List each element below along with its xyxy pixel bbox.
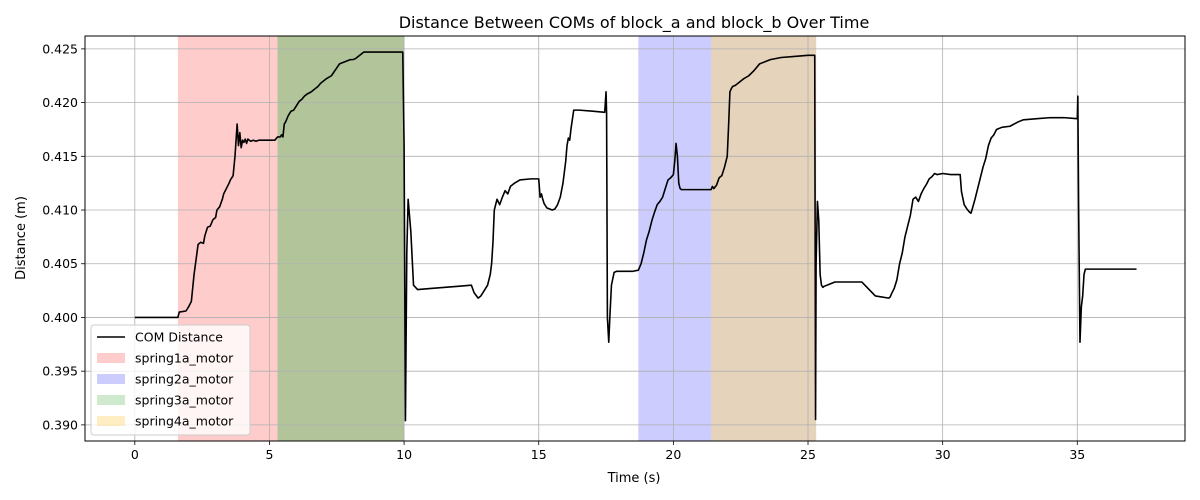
legend-label-spring3a_motor: spring3a_motor xyxy=(135,393,234,408)
legend-label-spring4a_motor: spring4a_motor xyxy=(135,414,234,429)
chart-title: Distance Between COMs of block_a and blo… xyxy=(399,13,870,33)
legend-swatch-spring4a_motor xyxy=(97,416,125,426)
x-tick-label-2: 10 xyxy=(396,447,412,462)
legend-frame xyxy=(90,324,251,436)
x-axis: 0 5 10 15 20 25 30 35 xyxy=(131,441,1085,462)
y-tick-label-3: 0.405 xyxy=(42,256,78,271)
x-tick-label-6: 30 xyxy=(935,447,951,462)
x-tick-label-1: 5 xyxy=(265,447,273,462)
y-axis-label: Distance (m) xyxy=(14,196,29,280)
x-tick-label-7: 35 xyxy=(1069,447,1085,462)
legend: COM Distance spring1a_motor spring2a_motor… xyxy=(90,324,251,436)
span-spring3a_motor-0 xyxy=(277,36,405,441)
shaded-regions xyxy=(177,36,817,441)
legend-swatch-spring1a_motor xyxy=(97,353,125,363)
y-tick-label-4: 0.410 xyxy=(42,203,78,218)
span-spring4a_motor-0 xyxy=(711,36,817,441)
x-axis-label: Time (s) xyxy=(607,471,661,486)
plot-frame xyxy=(84,35,1186,442)
y-tick-label-7: 0.425 xyxy=(42,41,78,56)
legend-label-spring2a_motor: spring2a_motor xyxy=(135,372,234,387)
series-line-0 xyxy=(134,51,1137,422)
y-tick-label-6: 0.420 xyxy=(42,95,78,110)
grid xyxy=(85,36,1185,441)
y-tick-label-2: 0.400 xyxy=(42,310,78,325)
x-tick-label-3: 15 xyxy=(531,447,547,462)
x-tick-label-5: 25 xyxy=(800,447,816,462)
legend-label-spring1a_motor: spring1a_motor xyxy=(135,351,234,366)
x-tick-label-4: 20 xyxy=(665,447,681,462)
legend-swatch-spring3a_motor xyxy=(97,395,125,405)
y-axis: 0.390 0.395 0.400 0.405 0.410 0.415 0.420 0.425 xyxy=(42,41,85,432)
legend-swatch-spring2a_motor xyxy=(97,374,125,384)
y-tick-label-5: 0.415 xyxy=(42,149,78,164)
y-tick-label-0: 0.390 xyxy=(42,417,78,432)
legend-label-0: COM Distance xyxy=(135,330,223,345)
y-tick-label-1: 0.395 xyxy=(42,364,78,379)
series-lines xyxy=(134,51,1137,422)
x-tick-label-0: 0 xyxy=(131,447,139,462)
